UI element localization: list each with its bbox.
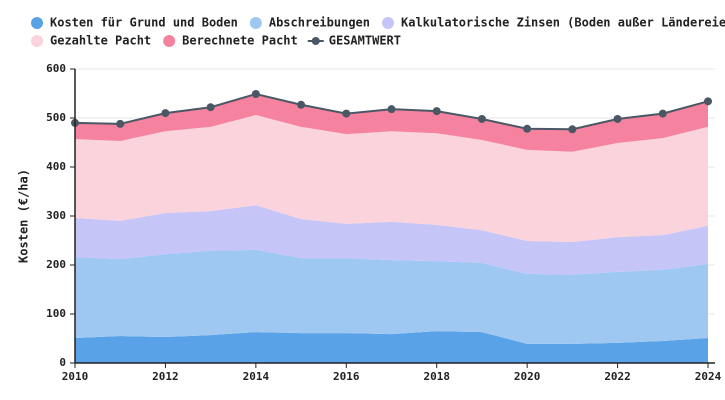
y-tick-label: 600	[46, 62, 66, 75]
legend-label: Kosten für Grund und Boden	[50, 16, 238, 30]
area	[75, 331, 708, 363]
legend-item: Kalkulatorische Zinsen (Boden außer Länd…	[382, 16, 725, 30]
y-axis-label: Kosten (€/ha)	[17, 169, 31, 263]
total-point	[297, 100, 306, 109]
x-tick-label: 2018	[423, 370, 450, 383]
legend-label: Berechnete Pacht	[182, 34, 298, 48]
legend-swatch	[31, 35, 43, 47]
y-tick-label: 500	[46, 111, 66, 124]
y-tick-label: 300	[46, 209, 66, 222]
total-point	[523, 124, 532, 133]
legend-swatch	[249, 17, 262, 29]
total-point	[206, 103, 215, 112]
legend-item: Abschreibungen	[249, 16, 370, 30]
area	[75, 249, 708, 344]
legend-swatch	[311, 37, 320, 45]
total-point	[613, 114, 622, 123]
x-tick-label: 2012	[152, 370, 179, 383]
total-point	[251, 89, 260, 98]
area	[75, 115, 708, 242]
legend-label: Kalkulatorische Zinsen (Boden außer Länd…	[401, 16, 725, 30]
total-point	[568, 125, 577, 134]
total-point	[704, 97, 712, 106]
legend-swatch	[382, 17, 394, 29]
x-tick-label: 2014	[243, 370, 270, 383]
legend-swatch	[163, 35, 176, 47]
legend-label: Abschreibungen	[269, 16, 370, 30]
total-point	[477, 114, 486, 123]
legend: Kosten für Grund und Boden Abschreibungen…	[31, 16, 725, 48]
legend-swatch	[31, 17, 43, 29]
x-tick-label: 2022	[604, 370, 631, 383]
total-point	[658, 109, 667, 118]
legend-item: GESAMTWERT	[307, 34, 401, 48]
total-point	[161, 109, 170, 118]
y-tick-label: 100	[46, 307, 66, 320]
total-point	[116, 119, 125, 128]
total-point	[342, 109, 351, 118]
x-tick-label: 2024	[695, 370, 722, 383]
legend-item: Gezahlte Pacht	[31, 34, 151, 48]
total-point	[432, 107, 441, 116]
x-tick-label: 2020	[514, 370, 541, 383]
legend-label: Gezahlte Pacht	[50, 34, 151, 48]
y-tick-label: 400	[46, 160, 66, 173]
legend-label: GESAMTWERT	[329, 34, 401, 48]
x-tick-label: 2016	[333, 370, 360, 383]
legend-item: Berechnete Pacht	[163, 34, 298, 48]
x-tick-label: 2010	[62, 370, 89, 383]
area	[75, 93, 708, 152]
area	[75, 205, 708, 275]
y-tick-label: 0	[59, 356, 66, 369]
y-tick-label: 200	[46, 258, 66, 271]
legend-item: Kosten für Grund und Boden	[31, 16, 238, 30]
total-point	[387, 105, 396, 114]
